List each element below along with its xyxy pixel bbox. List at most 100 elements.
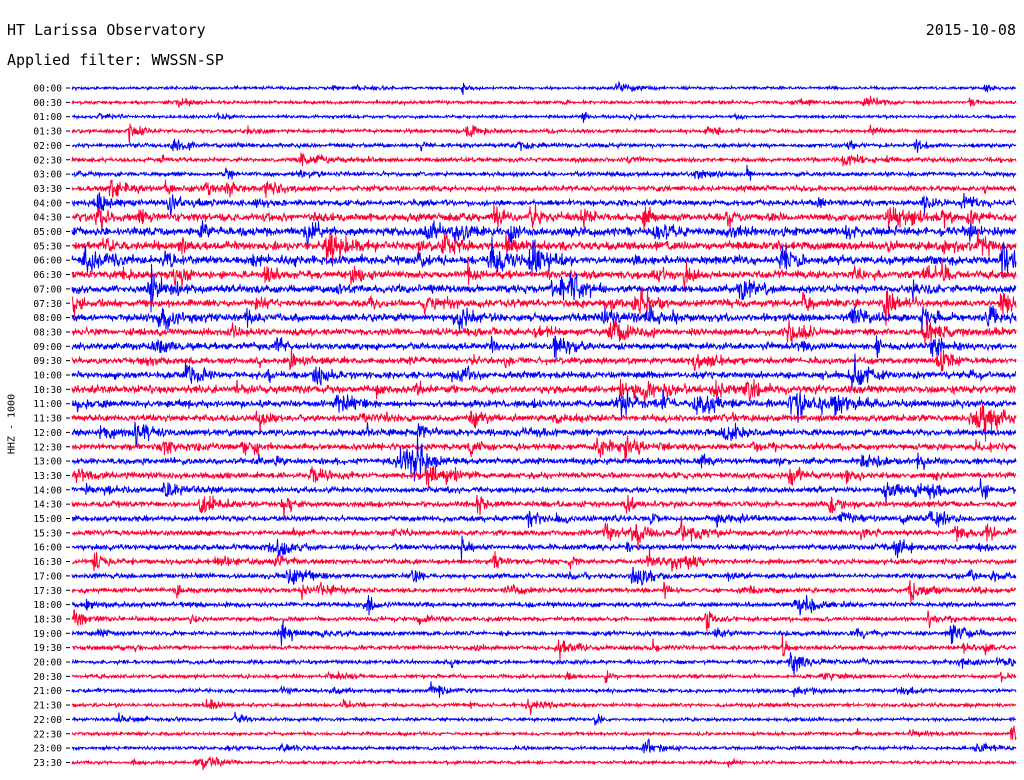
seismic-trace xyxy=(71,566,1017,587)
time-tick-label: 14:00 xyxy=(33,485,62,496)
seismic-trace xyxy=(71,670,1017,684)
seismic-trace xyxy=(71,580,1017,604)
seismic-trace xyxy=(71,378,1017,404)
seismic-trace xyxy=(71,192,1017,218)
time-tick-label: 16:00 xyxy=(33,543,62,554)
seismic-trace xyxy=(71,220,1017,251)
seismic-trace xyxy=(71,389,1017,423)
seismic-trace xyxy=(71,635,1017,660)
time-tick-label: 21:00 xyxy=(33,686,62,697)
seismic-trace xyxy=(71,228,1017,267)
seismic-trace xyxy=(71,123,1017,144)
page-title: HT Larissa Observatory xyxy=(7,21,206,39)
time-tick-label: 00:00 xyxy=(33,84,62,95)
time-tick-label: 07:30 xyxy=(33,299,62,310)
time-tick-label: 05:00 xyxy=(33,227,62,238)
time-tick-label: 21:30 xyxy=(33,701,62,712)
time-tick-label: 07:00 xyxy=(33,284,62,295)
time-tick-label: 22:30 xyxy=(33,729,62,740)
time-tick-label: 04:30 xyxy=(33,213,62,224)
date-label: 2015-10-08 xyxy=(925,21,1016,39)
time-tick-label: 06:30 xyxy=(33,270,62,281)
time-tick-label: 08:00 xyxy=(33,313,62,324)
time-tick-label: 17:00 xyxy=(33,571,62,582)
seismic-trace xyxy=(71,620,1017,646)
trace-group xyxy=(71,80,1017,771)
time-tick-label: 09:30 xyxy=(33,356,62,367)
seismic-trace xyxy=(71,548,1017,572)
time-tick-label: 18:30 xyxy=(33,614,62,625)
time-tick-label: 06:00 xyxy=(33,256,62,267)
time-tick-label: 13:30 xyxy=(33,471,62,482)
seismic-trace xyxy=(71,755,1017,771)
seismic-trace xyxy=(71,681,1017,698)
seismic-trace xyxy=(71,403,1017,442)
seismic-trace xyxy=(71,725,1017,740)
time-tick-label: 04:00 xyxy=(33,198,62,209)
time-tick-label: 08:30 xyxy=(33,327,62,338)
time-tick-label: 20:30 xyxy=(33,672,62,683)
time-tick-label: 20:00 xyxy=(33,658,62,669)
seismic-trace xyxy=(71,435,1017,461)
time-tick-label: 05:30 xyxy=(33,241,62,252)
time-tick-label: 12:00 xyxy=(33,428,62,439)
time-tick-label: 00:30 xyxy=(33,98,62,109)
time-tick-label: 15:30 xyxy=(33,528,62,539)
seismic-trace xyxy=(71,95,1017,108)
seismic-trace xyxy=(71,80,1017,95)
time-tick-label: 03:00 xyxy=(33,170,62,181)
time-tick-label: 23:30 xyxy=(33,758,62,769)
seismic-trace xyxy=(71,478,1017,504)
time-tick-label: 10:00 xyxy=(33,371,62,382)
seismic-trace xyxy=(71,462,1017,488)
seismic-trace xyxy=(71,434,1017,482)
seismic-trace xyxy=(71,316,1017,345)
seismic-trace xyxy=(71,421,1017,448)
seismic-trace xyxy=(71,595,1017,616)
seismic-trace xyxy=(71,111,1017,123)
seismic-trace xyxy=(71,711,1017,726)
seismic-trace xyxy=(71,164,1017,181)
time-tick-labels: 00:00 00:30 01:00 01:30 02:00 02:30 03:00 03:30… xyxy=(33,84,70,769)
time-tick-label: 02:30 xyxy=(33,155,62,166)
time-tick-label: 23:00 xyxy=(33,744,62,755)
time-tick-label: 09:00 xyxy=(33,342,62,353)
time-tick-label: 11:00 xyxy=(33,399,62,410)
seismic-trace xyxy=(71,510,1017,528)
time-tick-label: 01:00 xyxy=(33,112,62,123)
filter-label: Applied filter: WWSSN-SP xyxy=(7,51,224,69)
time-tick-label: 01:30 xyxy=(33,127,62,138)
time-tick-label: 12:30 xyxy=(33,442,62,453)
time-tick-label: 16:30 xyxy=(33,557,62,568)
time-tick-label: 03:30 xyxy=(33,184,62,195)
seismic-trace xyxy=(72,515,1017,550)
time-tick-label: 19:00 xyxy=(33,629,62,640)
seismic-trace xyxy=(71,652,1017,676)
time-tick-label: 13:00 xyxy=(33,457,62,468)
time-tick-label: 17:30 xyxy=(33,586,62,597)
time-tick-label: 18:00 xyxy=(33,600,62,611)
seismic-trace xyxy=(71,304,1017,333)
time-tick-label: 19:30 xyxy=(33,643,62,654)
time-tick-label: 15:00 xyxy=(33,514,62,525)
seismic-trace xyxy=(71,535,1017,562)
time-tick-label: 22:00 xyxy=(33,715,62,726)
seismic-trace xyxy=(71,202,1017,233)
seismic-trace xyxy=(71,346,1017,372)
time-tick-label: 02:00 xyxy=(33,141,62,152)
seismic-trace xyxy=(71,152,1017,167)
seismic-trace xyxy=(71,236,1017,277)
seismic-trace xyxy=(71,179,1017,199)
seismic-trace xyxy=(71,138,1017,153)
seismic-trace xyxy=(71,698,1017,715)
time-tick-label: 14:30 xyxy=(33,500,62,511)
seismic-trace xyxy=(71,495,1017,521)
time-tick-label: 11:30 xyxy=(33,414,62,425)
seismic-trace xyxy=(71,738,1017,754)
seismic-trace xyxy=(71,609,1017,632)
seismic-trace xyxy=(71,335,1017,359)
time-tick-label: 10:30 xyxy=(33,385,62,396)
seismic-trace xyxy=(71,257,1017,292)
seismic-trace xyxy=(71,263,1017,313)
